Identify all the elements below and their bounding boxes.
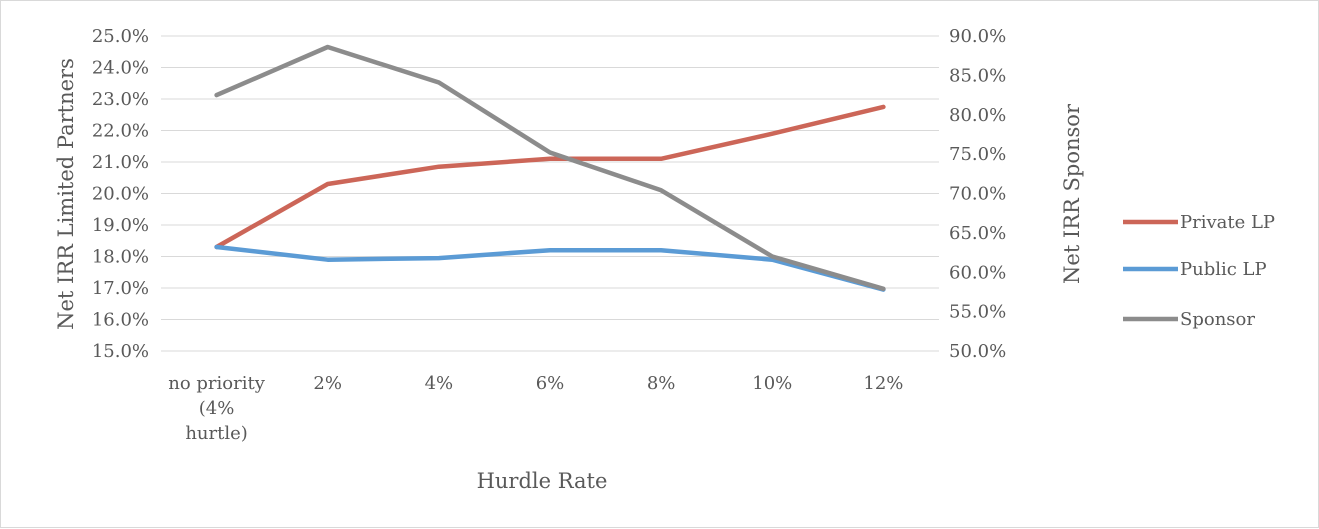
left-tick-label: 17.0%	[92, 278, 149, 299]
right-tick-label: 80.0%	[949, 105, 1006, 126]
x-tick-label: 6%	[536, 373, 565, 394]
legend: Private LP Public LP Sponsor	[1123, 212, 1275, 330]
left-tick-label: 22.0%	[92, 121, 149, 142]
left-tick-label: 20.0%	[92, 184, 149, 205]
gridlines	[161, 35, 939, 352]
right-axis-title: Net IRR Sponsor	[1060, 103, 1084, 284]
series-line-sponsor	[214, 44, 886, 292]
series-line-private-lp	[214, 104, 886, 250]
right-axis-ticks: 50.0% 55.0% 60.0% 65.0% 70.0% 75.0% 80.0% 85.0%…	[949, 26, 1006, 362]
x-tick-label: 2%	[313, 373, 342, 394]
x-axis-ticks: no priority (4% hurtle) 2% 4% 6% 8% 10% 12%	[168, 373, 903, 444]
left-tick-label: 23.0%	[92, 89, 149, 110]
left-axis-title: Net IRR Limited Partners	[54, 58, 78, 330]
left-tick-label: 19.0%	[92, 215, 149, 236]
right-tick-label: 75.0%	[949, 144, 1006, 165]
series-lines	[214, 44, 886, 292]
x-axis-title: Hurdle Rate	[477, 469, 608, 493]
x-tick-label: 10%	[752, 373, 792, 394]
left-axis-ticks: 15.0% 16.0% 17.0% 18.0% 19.0% 20.0% 21.0% 22.0%…	[92, 26, 149, 362]
x-tick-label: 8%	[647, 373, 676, 394]
x-tick-label: 4%	[425, 373, 454, 394]
right-tick-label: 50.0%	[949, 341, 1006, 362]
left-tick-label: 25.0%	[92, 26, 149, 47]
left-tick-label: 15.0%	[92, 341, 149, 362]
right-tick-label: 65.0%	[949, 223, 1006, 244]
right-tick-label: 70.0%	[949, 184, 1006, 205]
right-tick-label: 55.0%	[949, 302, 1006, 323]
right-tick-label: 60.0%	[949, 262, 1006, 283]
right-tick-label: 90.0%	[949, 26, 1006, 47]
x-tick-label: 12%	[863, 373, 903, 394]
series-line-public-lp	[214, 244, 886, 292]
legend-label-public-lp: Public LP	[1180, 259, 1267, 280]
left-tick-label: 16.0%	[92, 310, 149, 331]
left-tick-label: 24.0%	[92, 58, 149, 79]
legend-label-sponsor: Sponsor	[1180, 309, 1255, 330]
left-tick-label: 18.0%	[92, 247, 149, 268]
left-tick-label: 21.0%	[92, 152, 149, 173]
legend-label-private-lp: Private LP	[1180, 212, 1275, 233]
right-tick-label: 85.0%	[949, 65, 1006, 86]
x-tick-label: no priority (4% hurtle)	[168, 373, 265, 444]
